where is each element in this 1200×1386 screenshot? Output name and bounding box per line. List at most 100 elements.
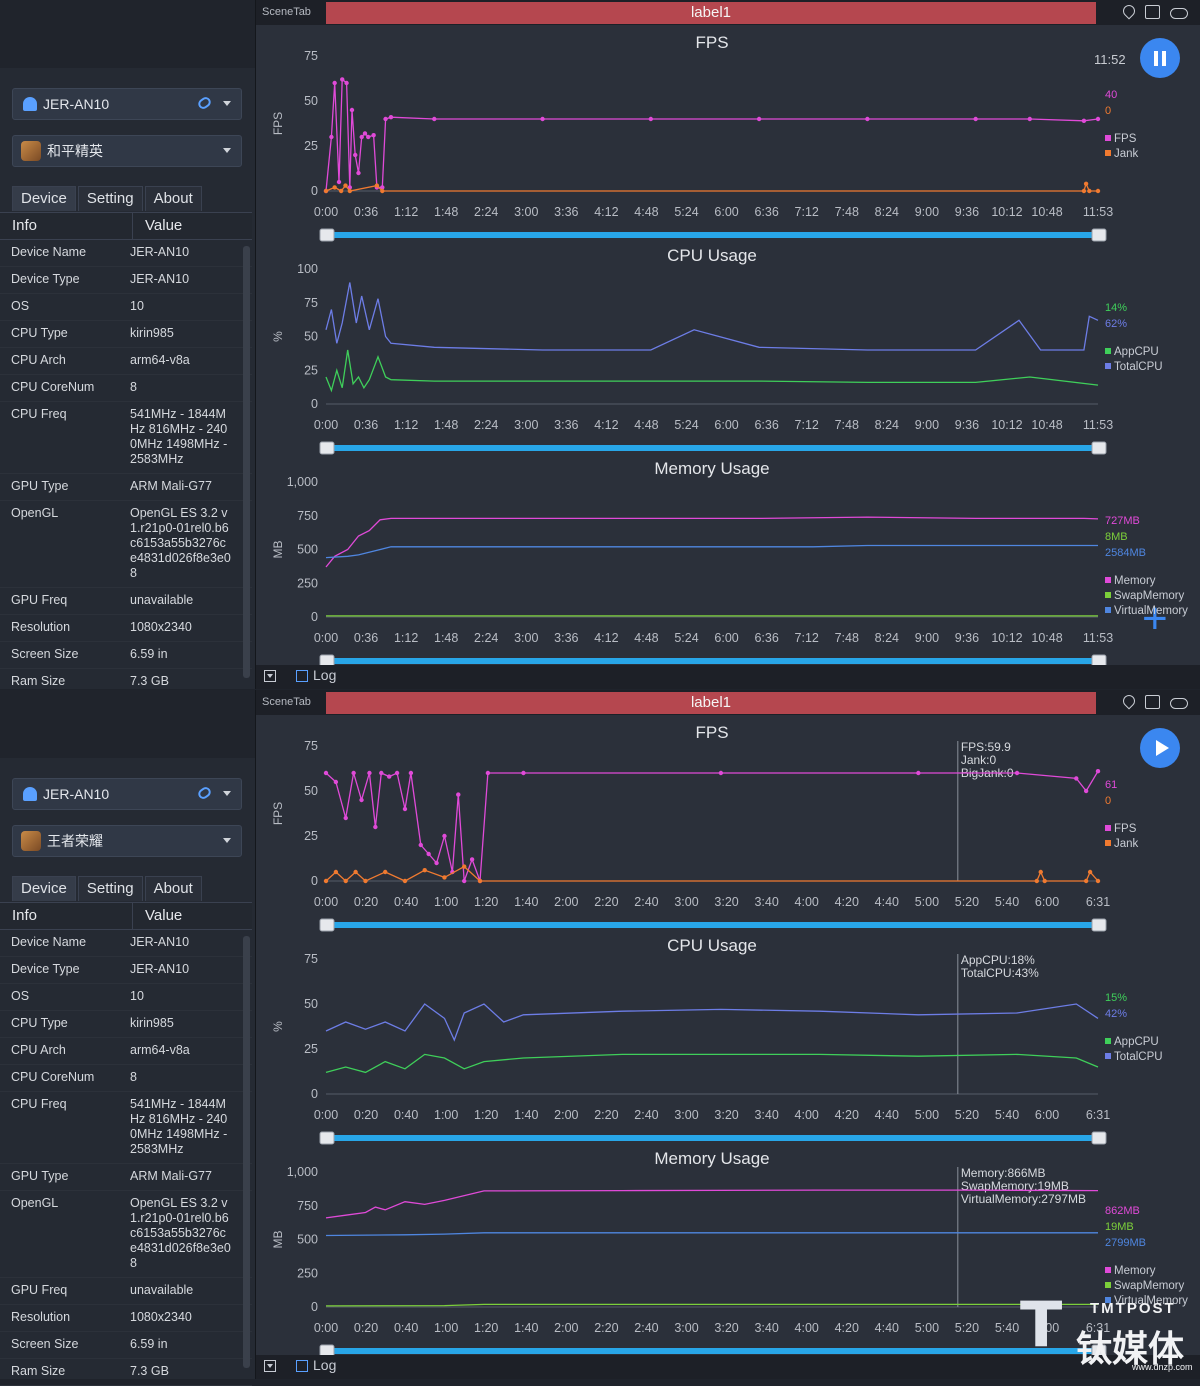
tab-device[interactable]: Device <box>12 186 76 211</box>
legend-label[interactable]: FPS <box>1114 133 1137 145</box>
range-slider-track[interactable] <box>326 658 1098 664</box>
add-chart-button[interactable]: + <box>1142 594 1168 643</box>
x-tick-label: 4:12 <box>594 418 618 432</box>
app-select[interactable]: 和平精英 <box>12 135 242 167</box>
data-point <box>371 133 376 138</box>
pause-button[interactable] <box>1140 38 1180 78</box>
x-tick-label: 2:20 <box>594 895 618 909</box>
info-value: 10 <box>130 299 144 313</box>
folder-icon[interactable] <box>1145 5 1160 19</box>
range-slider-handle-left[interactable] <box>319 918 335 932</box>
data-point <box>367 770 372 776</box>
column-header-info: Info <box>0 213 133 239</box>
tab-setting[interactable]: Setting <box>77 876 143 901</box>
legend-label[interactable]: AppCPU <box>1114 1036 1159 1048</box>
data-point <box>1038 869 1043 875</box>
expand-icon[interactable] <box>264 1360 276 1372</box>
range-slider-handle-right[interactable] <box>1091 1131 1107 1145</box>
legend-label[interactable]: TotalCPU <box>1114 1051 1163 1063</box>
x-tick-label: 2:40 <box>634 1321 658 1335</box>
log-checkbox[interactable] <box>296 670 308 682</box>
cloud-icon[interactable] <box>1170 698 1188 709</box>
table-row: GPU Type ARM Mali-G77 <box>0 1164 252 1191</box>
x-tick-label: 4:20 <box>835 1108 859 1122</box>
legend-label[interactable]: VirtualMemory <box>1114 605 1188 617</box>
location-pin-icon[interactable] <box>1120 692 1138 710</box>
range-slider-handle-right[interactable] <box>1091 1344 1107 1356</box>
legend-label[interactable]: Memory <box>1114 1265 1156 1277</box>
range-slider-track[interactable] <box>326 232 1098 238</box>
x-tick-label: 1:12 <box>394 418 418 432</box>
data-point <box>521 770 526 776</box>
series-line-fps <box>325 770 1099 882</box>
range-slider-handle-right[interactable] <box>1091 654 1107 666</box>
legend-label[interactable]: AppCPU <box>1114 346 1159 358</box>
expand-icon[interactable] <box>264 670 276 682</box>
data-point <box>380 188 385 194</box>
table-scrollbar[interactable] <box>243 246 250 678</box>
tab-setting[interactable]: Setting <box>77 186 143 211</box>
log-checkbox[interactable] <box>296 1360 308 1372</box>
legend-label[interactable]: Memory <box>1114 575 1156 587</box>
range-slider-handle-right[interactable] <box>1091 918 1107 932</box>
range-slider-handle-left[interactable] <box>319 1344 335 1356</box>
cloud-icon[interactable] <box>1170 8 1188 19</box>
scene-tab[interactable]: SceneTab <box>262 6 311 18</box>
data-point <box>362 131 368 136</box>
legend-label[interactable]: SwapMemory <box>1114 590 1185 602</box>
app-select[interactable]: 王者荣耀 <box>12 825 242 857</box>
play-button[interactable] <box>1140 728 1180 768</box>
link-icon[interactable] <box>196 95 213 111</box>
range-slider-handle-right[interactable] <box>1091 441 1107 455</box>
data-point <box>1014 770 1020 776</box>
range-slider-track[interactable] <box>326 1348 1098 1354</box>
legend-label[interactable]: FPS <box>1114 823 1137 835</box>
table-scrollbar[interactable] <box>243 936 250 1368</box>
x-tick-label: 8:24 <box>875 418 899 432</box>
range-slider-track[interactable] <box>326 445 1098 451</box>
location-pin-icon[interactable] <box>1120 2 1138 20</box>
range-slider-handle-left[interactable] <box>319 1131 335 1145</box>
data-point <box>469 857 475 862</box>
info-value: kirin985 <box>130 1016 174 1030</box>
tab-about[interactable]: About <box>144 876 202 901</box>
sidebar-header <box>0 0 255 68</box>
range-slider-track[interactable] <box>326 1135 1098 1141</box>
y-tick-label: 0 <box>311 874 318 888</box>
range-slider-handle-right[interactable] <box>1091 228 1107 242</box>
android-icon <box>23 787 37 801</box>
link-icon[interactable] <box>196 785 213 801</box>
range-slider-track[interactable] <box>326 922 1098 928</box>
series-line-virtualmemory <box>325 544 1098 559</box>
x-tick-label: 5:40 <box>995 1108 1019 1122</box>
info-value: unavailable <box>130 1283 194 1297</box>
device-select[interactable]: JER-AN10 <box>12 88 242 120</box>
scene-tab[interactable]: SceneTab <box>262 696 311 708</box>
data-point <box>1095 769 1101 774</box>
legend-label[interactable]: Jank <box>1114 838 1139 850</box>
tab-about[interactable]: About <box>144 186 202 211</box>
folder-icon[interactable] <box>1145 695 1160 709</box>
x-tick-label: 6:00 <box>1035 895 1059 909</box>
legend-label[interactable]: TotalCPU <box>1114 361 1163 373</box>
info-value: unavailable <box>130 593 194 607</box>
data-point <box>1083 181 1089 186</box>
table-header: Info Value <box>0 902 252 930</box>
legend-label[interactable]: SwapMemory <box>1114 1280 1185 1292</box>
scene-label[interactable]: label1 <box>326 692 1096 714</box>
legend-label[interactable]: Jank <box>1114 148 1139 160</box>
range-slider-handle-left[interactable] <box>319 441 335 455</box>
device-select[interactable]: JER-AN10 <box>12 778 242 810</box>
y-tick-label: 0 <box>311 610 318 624</box>
last-value-label: 8MB <box>1105 531 1128 543</box>
tab-device[interactable]: Device <box>12 876 76 901</box>
range-slider-handle-left[interactable] <box>319 228 335 242</box>
data-point <box>383 116 388 122</box>
x-tick-label: 0:40 <box>394 895 418 909</box>
table-header: Info Value <box>0 212 252 240</box>
x-tick-label: 0:00 <box>314 1321 338 1335</box>
scene-label[interactable]: label1 <box>326 2 1096 24</box>
range-slider-handle-left[interactable] <box>319 654 335 666</box>
legend-label[interactable]: VirtualMemory <box>1114 1295 1188 1307</box>
x-tick-label: 0:20 <box>354 1321 378 1335</box>
